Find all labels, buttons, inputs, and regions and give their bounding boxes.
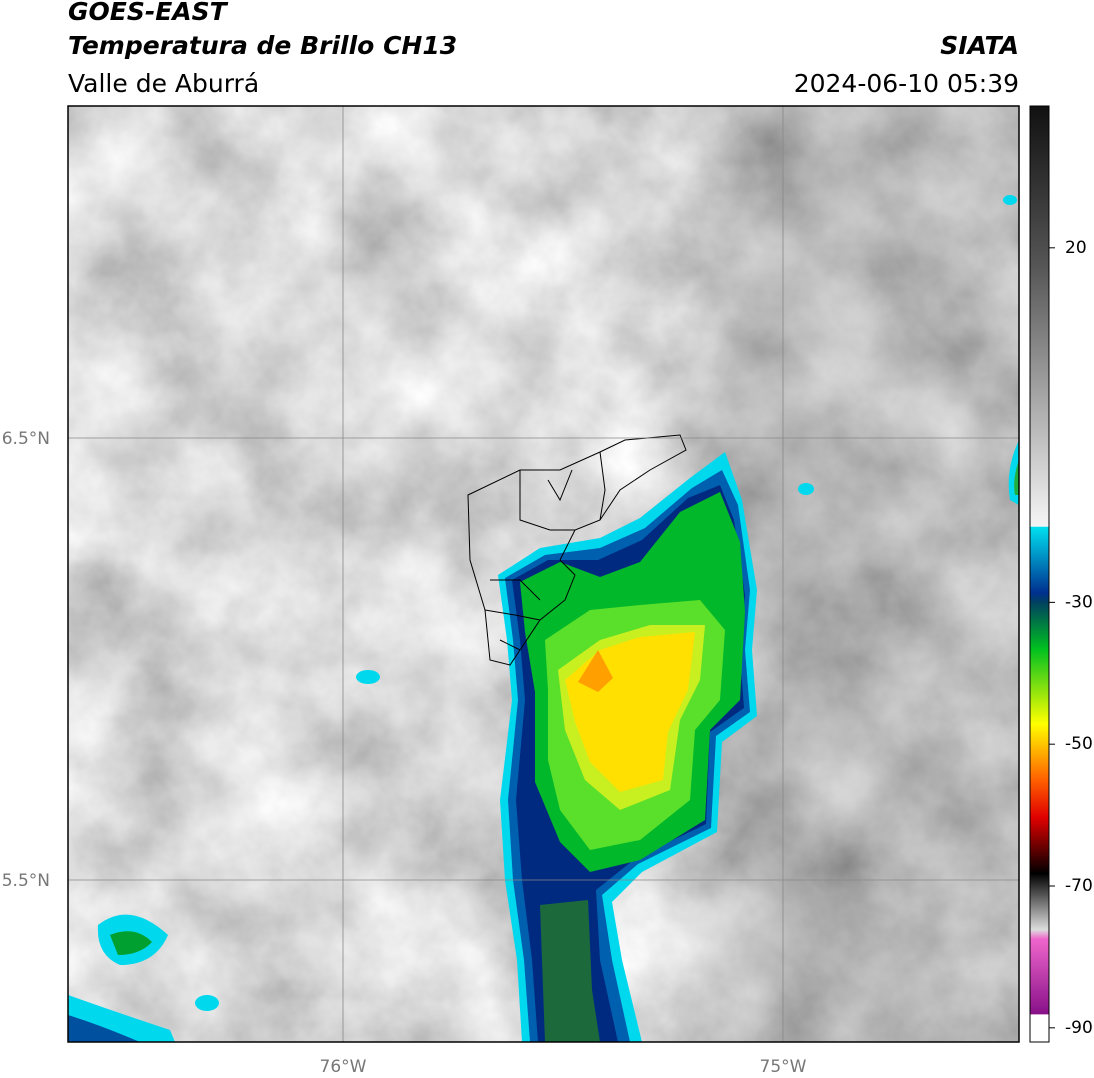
- colorbar: [1029, 105, 1050, 1043]
- map-frame: [67, 105, 1020, 1043]
- timestamp: 2024-06-10 05:39: [794, 69, 1019, 98]
- subtitle: Temperatura de Brillo CH13: [68, 31, 457, 60]
- lon-label: 76°W: [320, 1057, 367, 1077]
- title: GOES-EAST: [68, 0, 229, 26]
- colorbar-tick-label: -50: [1065, 734, 1093, 754]
- lon-label: 75°W: [760, 1057, 807, 1077]
- lat-label: 6.5°N: [2, 429, 50, 449]
- colorbar-tick-label: 20: [1065, 238, 1087, 258]
- map: [68, 106, 1019, 1042]
- colorbar-tick-label: -30: [1065, 592, 1093, 612]
- storm-cell: [68, 195, 1019, 1042]
- valley-boundary: [467, 434, 687, 666]
- lat-label: 5.5°N: [2, 871, 50, 891]
- region: Valle de Aburrá: [68, 69, 259, 98]
- graticule: [68, 106, 1019, 1042]
- source: SIATA: [940, 31, 1019, 60]
- colorbar-tick-label: -90: [1065, 1018, 1093, 1038]
- colorbar-tick-label: -70: [1065, 876, 1093, 896]
